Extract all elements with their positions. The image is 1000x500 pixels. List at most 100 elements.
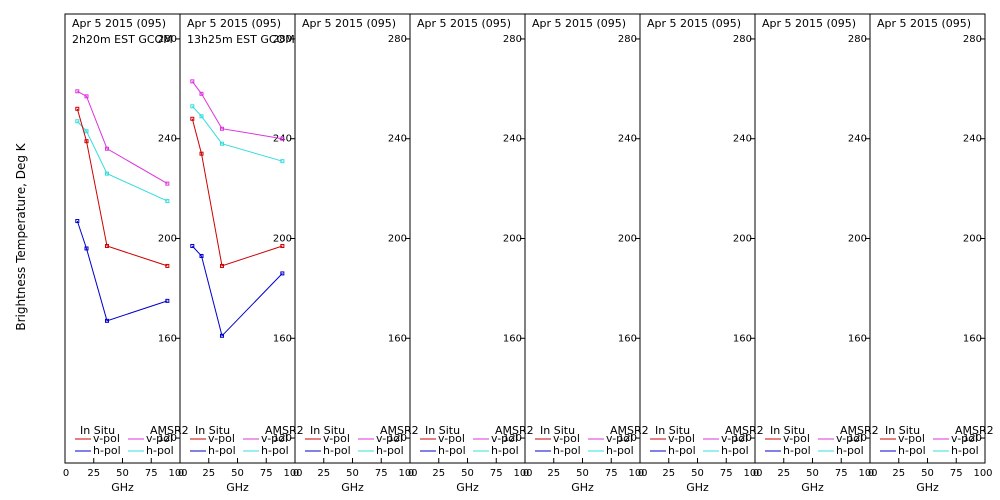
data-point-insitu_v — [75, 106, 80, 111]
x-tick-label: 75 — [490, 468, 503, 479]
panel-8: Apr 5 2015 (095) 120 160 200 240 280 0 25 50 75 10… — [868, 13, 994, 494]
panel-3: Apr 5 2015 (095) 120 160 200 240 280 0 25 50 75 10… — [293, 13, 419, 494]
y-tick-label: 280 — [388, 34, 407, 45]
panel-6: Apr 5 2015 (095) 120 160 200 240 280 0 25 50 75 10… — [638, 13, 764, 494]
y-tick-label: 240 — [158, 134, 177, 145]
data-point-amsr2_v — [75, 89, 80, 94]
panel-4: Apr 5 2015 (095) 120 160 200 240 280 0 25 50 75 10… — [408, 13, 534, 494]
y-tick-label: 200 — [503, 234, 522, 245]
data-point-insitu_v — [84, 139, 89, 144]
data-point-insitu_v — [280, 243, 285, 248]
data-point-amsr2_v — [199, 91, 204, 96]
panel-date-label: Apr 5 2015 (095) — [762, 17, 856, 30]
legend-amsr2-label: h-pol — [146, 444, 174, 457]
x-tick-label: 25 — [777, 468, 790, 479]
legend-insitu-label: h-pol — [898, 444, 926, 457]
data-point-amsr2_h — [84, 129, 89, 134]
panel-date-label: Apr 5 2015 (095) — [532, 17, 626, 30]
x-axis-label: GHz — [456, 481, 479, 494]
series-line-insitu_h — [76, 220, 168, 322]
legend-amsr2-title: AMSR2 — [725, 424, 764, 437]
legend-insitu-title: In Situ — [540, 424, 575, 437]
x-tick-label: 25 — [662, 468, 675, 479]
legend-amsr2-label: h-pol — [721, 444, 749, 457]
x-tick-label: 25 — [547, 468, 560, 479]
y-tick-label: 120 — [848, 433, 867, 444]
legend-insitu-title: In Situ — [195, 424, 230, 437]
y-tick-label: 120 — [963, 433, 982, 444]
legend-amsr2-label: h-pol — [491, 444, 519, 457]
y-tick-label: 160 — [618, 333, 637, 344]
y-tick-label: 160 — [963, 333, 982, 344]
legend-insitu-label: v-pol — [93, 432, 120, 445]
x-tick-label: 50 — [576, 468, 589, 479]
data-point-amsr2_v — [84, 94, 89, 99]
y-tick-label: 160 — [388, 333, 407, 344]
data-point-insitu_h — [219, 333, 224, 338]
series-line-insitu_h — [191, 245, 283, 337]
data-point-insitu_v — [165, 263, 170, 268]
x-tick-label: 25 — [202, 468, 215, 479]
x-tick-label: 100 — [628, 468, 647, 479]
legend-amsr2-label: v-pol — [836, 432, 863, 445]
data-point-amsr2_v — [190, 79, 195, 84]
x-tick-label: 50 — [116, 468, 129, 479]
legend-amsr2-label: h-pol — [836, 444, 864, 457]
y-tick-label: 240 — [273, 134, 292, 145]
data-point-amsr2_h — [165, 199, 170, 204]
x-tick-label: 0 — [638, 468, 644, 479]
legend-insitu-label: v-pol — [208, 432, 235, 445]
y-tick-label: 160 — [273, 333, 292, 344]
legend-amsr2-label: v-pol — [376, 432, 403, 445]
data-point-insitu_h — [165, 298, 170, 303]
x-axis-label: GHz — [226, 481, 249, 494]
y-tick-label: 200 — [388, 234, 407, 245]
x-tick-label: 100 — [283, 468, 302, 479]
series-line-insitu_v — [76, 108, 168, 267]
legend-insitu-label: v-pol — [553, 432, 580, 445]
legend-insitu-label: v-pol — [323, 432, 350, 445]
data-point-insitu_v — [190, 116, 195, 121]
data-point-insitu_v — [199, 151, 204, 156]
legend-amsr2-title: AMSR2 — [380, 424, 419, 437]
y-tick-label: 200 — [158, 234, 177, 245]
y-tick-label: 200 — [618, 234, 637, 245]
legend-amsr2-title: AMSR2 — [495, 424, 534, 437]
legend-amsr2-label: v-pol — [491, 432, 518, 445]
legend-amsr2-label: v-pol — [721, 432, 748, 445]
panel-date-label: Apr 5 2015 (095) — [647, 17, 741, 30]
data-point-amsr2_v — [165, 181, 170, 186]
y-axis-label: Brightness Temperature, Deg K — [14, 142, 28, 330]
series-line-amsr2_v — [77, 90, 168, 185]
x-tick-label: 50 — [921, 468, 934, 479]
x-axis-label: GHz — [571, 481, 594, 494]
data-point-insitu_v — [104, 243, 109, 248]
legend-amsr2-title: AMSR2 — [150, 424, 189, 437]
y-tick-label: 240 — [618, 134, 637, 145]
legend-insitu-title: In Situ — [770, 424, 805, 437]
x-tick-label: 100 — [858, 468, 877, 479]
x-tick-label: 100 — [168, 468, 187, 479]
legend-amsr2-title: AMSR2 — [840, 424, 879, 437]
legend-insitu-label: h-pol — [208, 444, 236, 457]
x-tick-label: 50 — [346, 468, 359, 479]
y-tick-label: 120 — [503, 433, 522, 444]
legend-insitu-label: h-pol — [668, 444, 696, 457]
x-tick-label: 75 — [835, 468, 848, 479]
panel-date-label: Apr 5 2015 (095) — [877, 17, 971, 30]
data-point-insitu_h — [104, 318, 109, 323]
legend-insitu-label: v-pol — [668, 432, 695, 445]
legend-amsr2-label: h-pol — [951, 444, 979, 457]
legend-insitu-label: v-pol — [783, 432, 810, 445]
data-point-insitu_h — [199, 253, 204, 258]
y-tick-label: 160 — [158, 333, 177, 344]
y-tick-label: 200 — [848, 234, 867, 245]
x-tick-label: 100 — [743, 468, 762, 479]
y-tick-label: 120 — [388, 433, 407, 444]
panel-5: Apr 5 2015 (095) 120 160 200 240 280 0 25 50 75 10… — [523, 13, 649, 494]
y-tick-label: 200 — [963, 234, 982, 245]
legend-amsr2-label: v-pol — [606, 432, 633, 445]
